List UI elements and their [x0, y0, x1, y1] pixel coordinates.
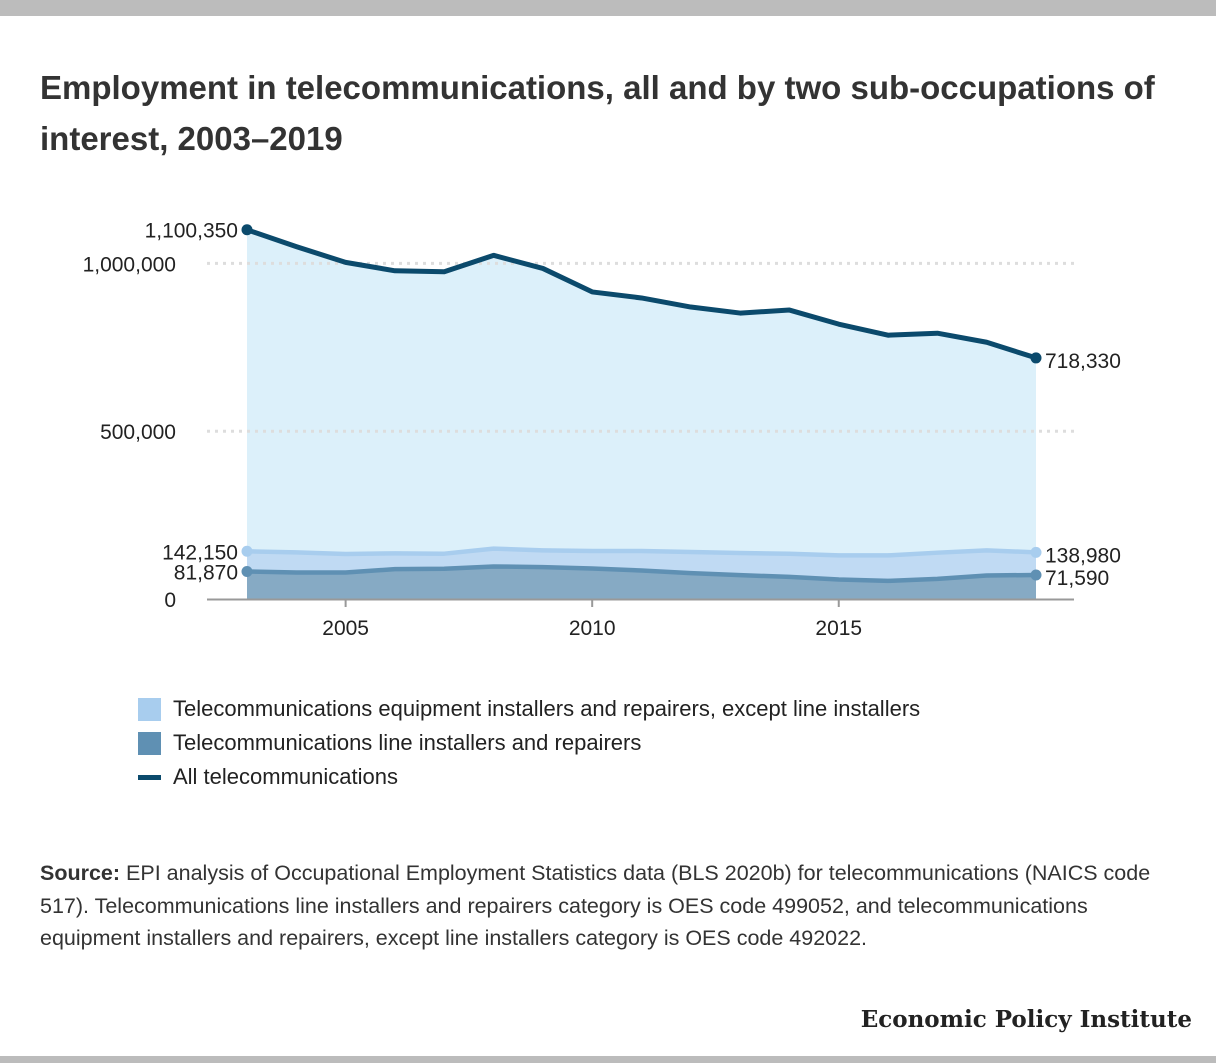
source-note: Source: EPI analysis of Occupational Emp… — [40, 857, 1185, 955]
area-all-telecommunications — [247, 229, 1036, 599]
end-value-label: 718,330 — [1045, 350, 1121, 373]
end-point-telecommunications-line-installers-and-repairers — [1030, 569, 1042, 581]
source-label: Source: — [40, 861, 121, 885]
legend-item-line-installers: Telecommunications line installers and r… — [138, 726, 920, 760]
y-tick-label: 500,000 — [100, 421, 176, 444]
chart-area: 2005 2010 2015 0 500,000 1,000,000 1,100,350 71… — [83, 220, 1121, 640]
end-value-label: 71,590 — [1045, 567, 1109, 590]
legend-label-line-installers: Telecommunications line installers and r… — [173, 730, 642, 755]
end-value-label: 138,980 — [1045, 544, 1121, 567]
x-tick-label: 2005 — [322, 617, 369, 640]
legend-label-all-telecommunications: All telecommunications — [173, 764, 398, 789]
legend-item-equipment-installers: Telecommunications equipment installers … — [138, 692, 920, 726]
start-value-label: 81,870 — [174, 562, 238, 585]
start-point-telecommunications-equipment-installers-and-repairers-except-line-installers — [241, 545, 253, 557]
start-point-all-telecommunications — [241, 224, 253, 236]
chart-title: Employment in telecommunications, all an… — [40, 69, 1155, 157]
x-tick-label: 2015 — [815, 617, 862, 640]
line-all-telecommunications — [244, 227, 1039, 361]
x-tick-label: 2010 — [569, 617, 616, 640]
legend-swatch-line-installers — [138, 731, 161, 755]
y-tick-label: 0 — [164, 589, 176, 612]
legend-swatch-all-telecommunications — [138, 774, 161, 780]
end-point-telecommunications-equipment-installers-and-repairers-except-line-installers — [1030, 546, 1042, 558]
start-value-label: 1,100,350 — [145, 220, 238, 243]
start-value-label: 142,150 — [162, 541, 238, 564]
legend-label-equipment-installers: Telecommunications equipment installers … — [173, 696, 921, 721]
line-telecommunications-line-installers-and-repairers — [244, 564, 1039, 584]
y-tick-label: 1,000,000 — [83, 253, 176, 276]
area-telecommunications-line-installers-and-repairers — [247, 566, 1036, 599]
top-band — [0, 0, 1216, 16]
end-point-all-telecommunications — [1030, 352, 1042, 364]
legend-item-all-telecommunications: All telecommunications — [138, 760, 920, 794]
brand-wordmark: Economic Policy Institute — [860, 1006, 1192, 1033]
legend: Telecommunications equipment installers … — [138, 692, 920, 794]
source-text: EPI analysis of Occupational Employment … — [40, 861, 1151, 950]
line-telecommunications-equipment-installers-and-repairers-except-line-installers — [244, 546, 1039, 558]
legend-swatch-equipment-installers — [138, 697, 161, 721]
bottom-band — [0, 1056, 1216, 1063]
start-point-telecommunications-line-installers-and-repairers — [241, 566, 253, 578]
